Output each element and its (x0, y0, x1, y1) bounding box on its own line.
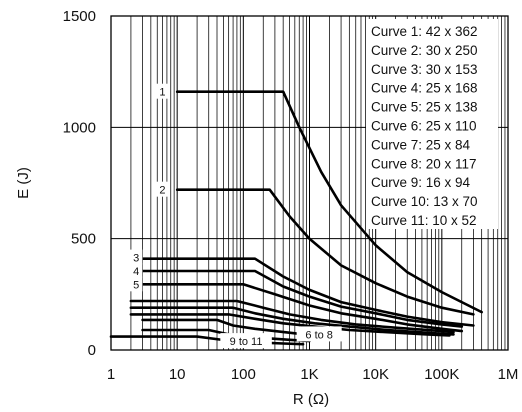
legend-entry: Curve 9: 16 x 94 (371, 175, 471, 190)
series-line-curve-5 (141, 282, 464, 333)
x-tick-label: 100 (231, 366, 256, 383)
y-tick-label: 1000 (63, 119, 96, 136)
y-tick-label: 500 (71, 231, 96, 248)
series-line-curve-3 (141, 257, 475, 327)
legend-entry: Curve 4: 25 x 168 (371, 81, 478, 96)
legend-entry: Curve 1: 42 x 362 (371, 24, 478, 39)
curve-label-bg (296, 326, 342, 342)
y-tick-label: 1500 (63, 8, 96, 25)
legend-entry: Curve 3: 30 x 153 (371, 62, 478, 77)
legend-entry: Curve 10: 13 x 70 (371, 194, 478, 209)
x-tick-label: 1M (498, 366, 519, 383)
curve-labels: 1 2 345 9 to 11 6 to 8 (129, 83, 342, 349)
x-tick-label: 10K (362, 366, 389, 383)
y-tick-label: 0 (88, 342, 96, 359)
series-line-curve-4 (141, 269, 464, 328)
curve-label: 5 (133, 279, 139, 291)
series-group (109, 90, 484, 346)
y-axis-title: E (J) (15, 167, 32, 199)
legend-entry: Curve 5: 25 x 138 (371, 100, 478, 115)
plot-frame (110, 15, 509, 351)
curve-label-bg (156, 181, 169, 197)
curve-label-bg (129, 276, 143, 292)
x-tick-label: 1 (107, 366, 115, 383)
x-tick-label: 100K (424, 366, 459, 383)
curve-label: 6 to 8 (305, 329, 333, 341)
legend-entry: Curve 2: 30 x 250 (371, 43, 478, 58)
series-line-curve-6 (129, 299, 455, 334)
x-axis-title: R (Ω) (293, 391, 329, 408)
legend: Curve 1: 42 x 362 Curve 2: 30 x 250 Curve … (366, 19, 498, 229)
series-line-curve-1 (175, 90, 484, 314)
series-line-curve-2 (175, 188, 475, 316)
x-tick-label: 10 (169, 366, 186, 383)
curve-label-bg (220, 333, 272, 349)
legend-box (366, 19, 498, 229)
curve-label: 3 (133, 253, 139, 265)
curve-label-bg (129, 249, 143, 265)
legend-entry: Curve 7: 25 x 84 (371, 137, 471, 152)
curve-label-bg (156, 83, 169, 99)
legend-entry: Curve 6: 25 x 110 (371, 119, 477, 134)
tick-labels: 1 10 100 1K 10K 100K 1M 0 500 1000 1500 (63, 8, 519, 383)
series-line-curve-9 (141, 318, 317, 337)
curve-label-bg (129, 262, 143, 278)
legend-entry: Curve 8: 20 x 117 (371, 156, 477, 171)
grid (111, 16, 508, 350)
curve-label: 9 to 11 (230, 336, 263, 348)
legend-entry: Curve 11: 10 x 52 (371, 213, 477, 228)
curve-label: 4 (133, 266, 139, 278)
curve-label: 2 (159, 185, 165, 197)
curve-label: 1 (159, 87, 165, 99)
series-line-curve-7 (129, 306, 455, 336)
x-tick-label: 1K (300, 366, 318, 383)
